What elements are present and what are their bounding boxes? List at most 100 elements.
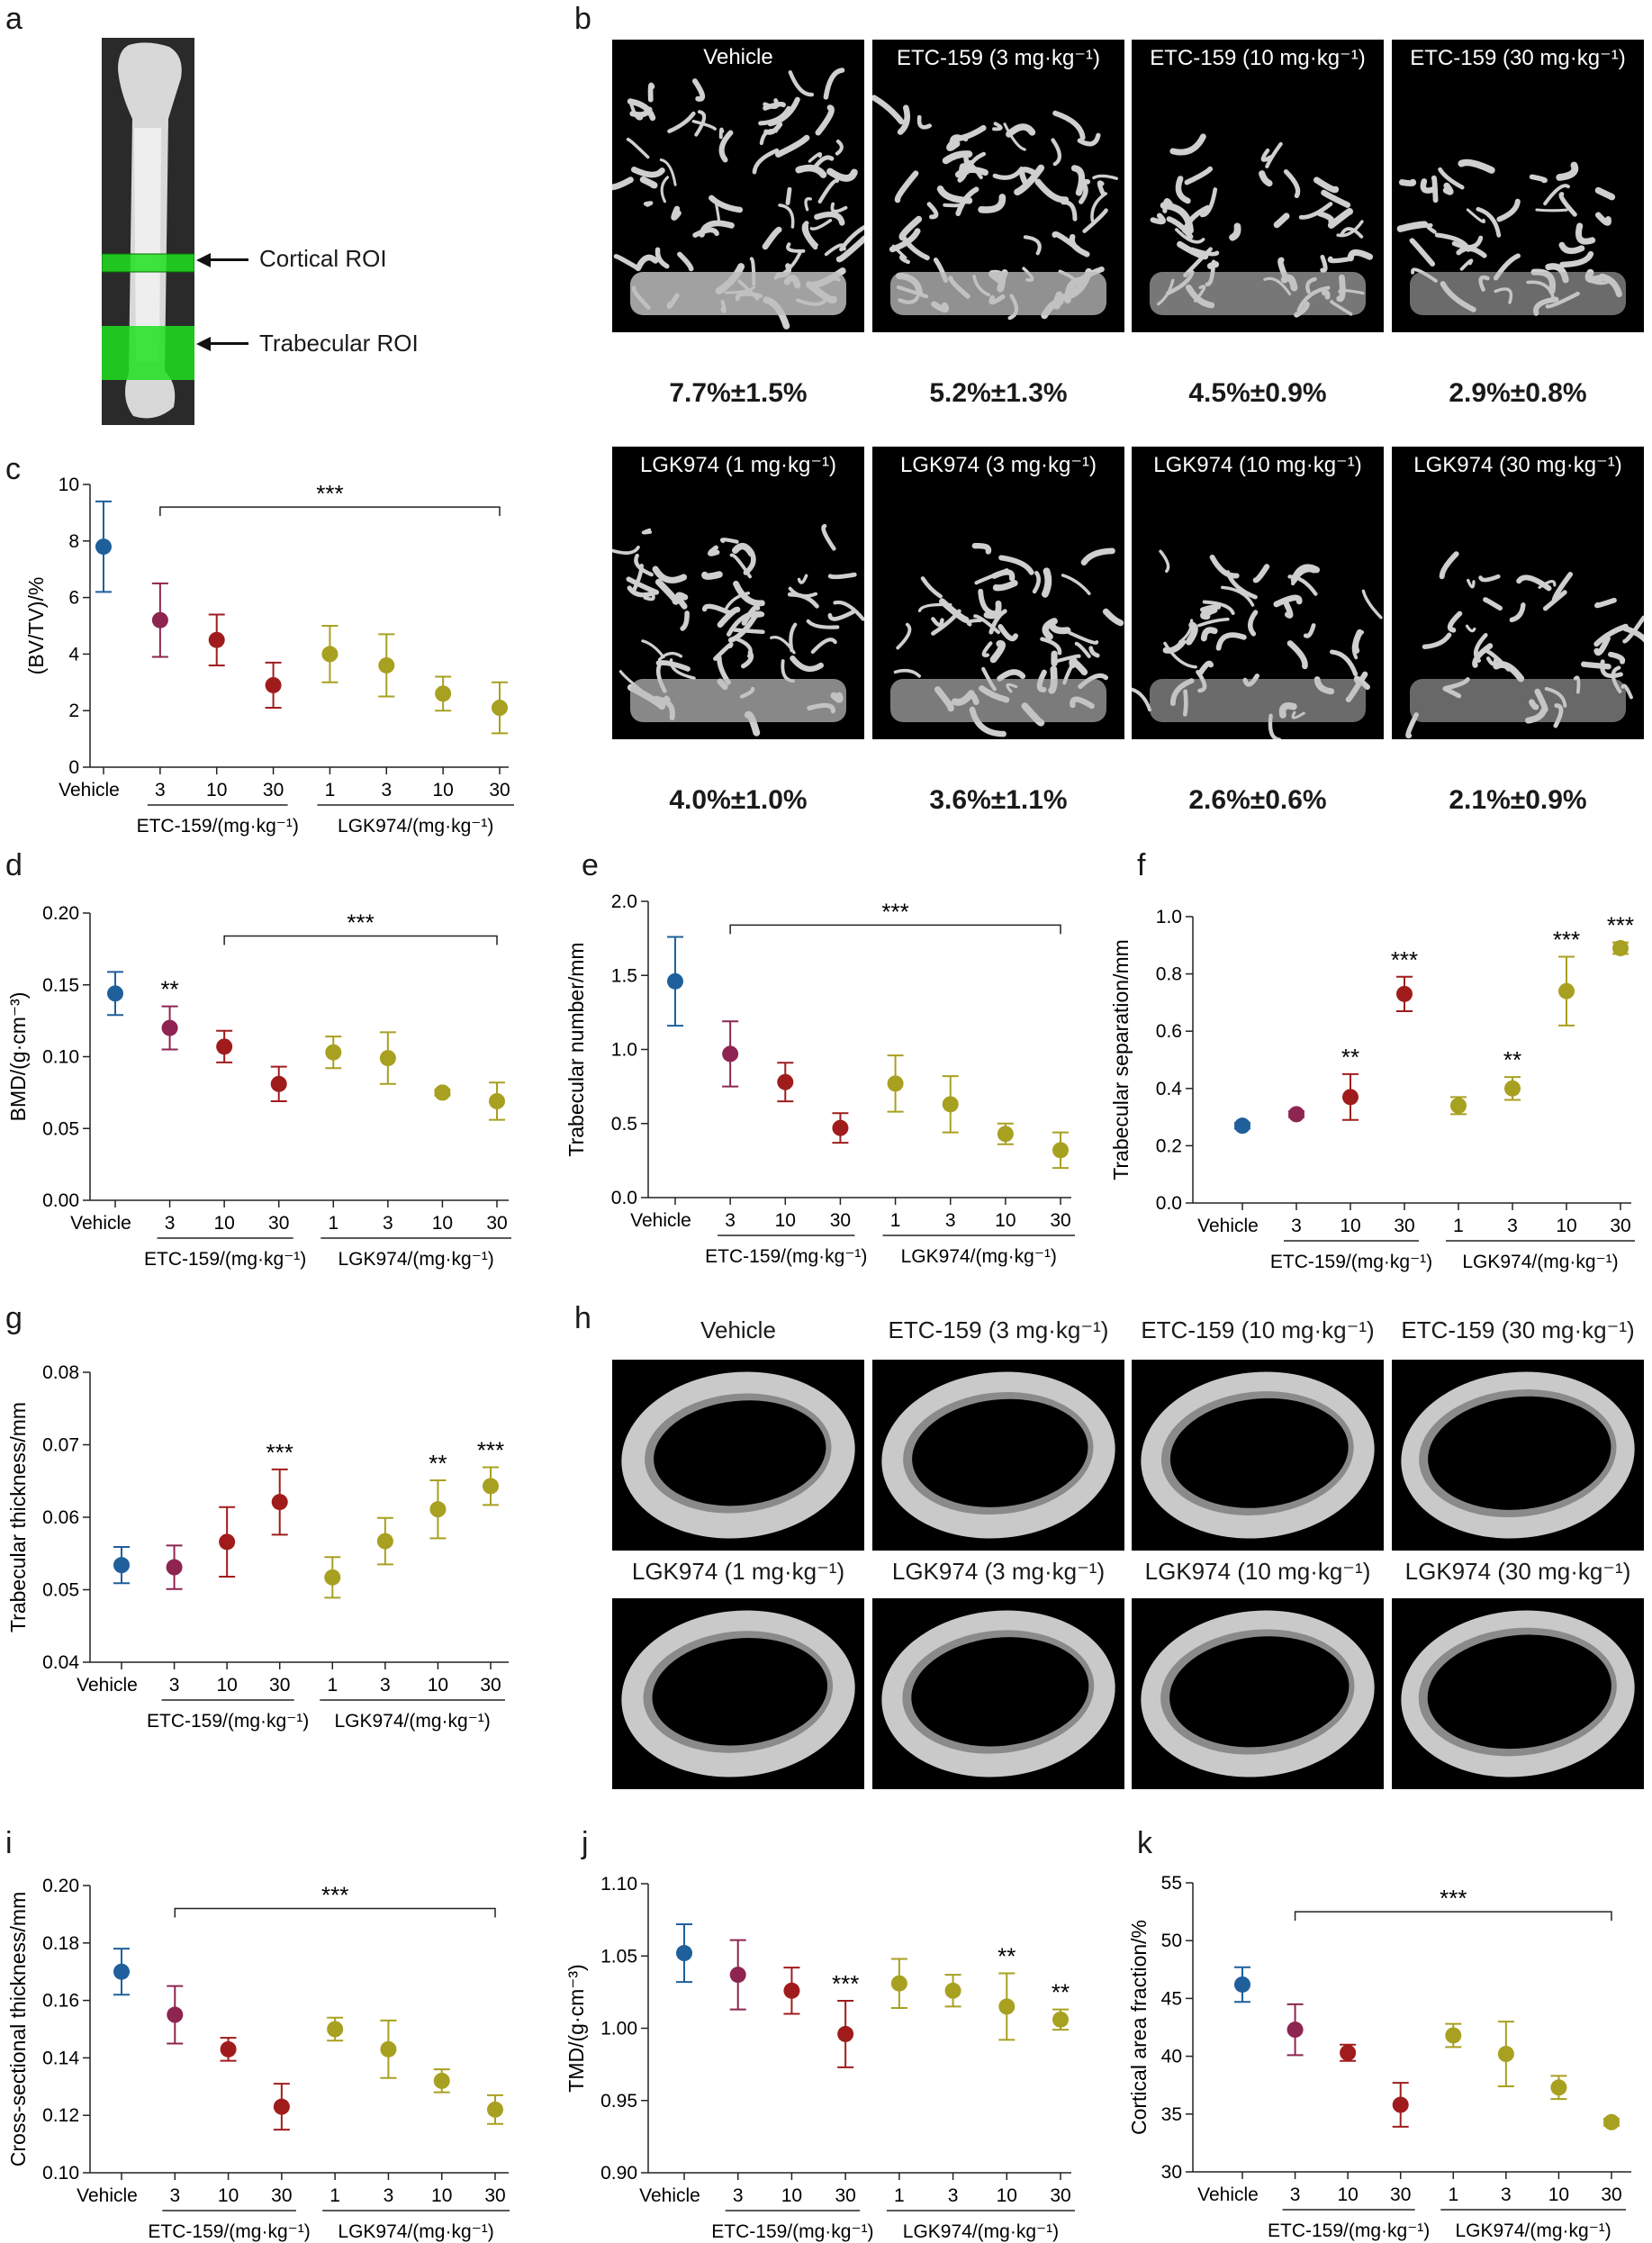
data-point (380, 2040, 397, 2058)
panel-label-g: g (5, 1301, 23, 1335)
group-label-lgk: LGK974/(mg·kg⁻¹) (338, 2221, 493, 2242)
x-tick-label: Vehicle (59, 780, 120, 800)
trabecular-tile-title: LGK974 (30 mg·kg⁻¹) (1413, 453, 1622, 477)
y-tick-label: 0.00 (42, 1190, 79, 1211)
data-point (944, 1982, 961, 1999)
x-tick-label: 30 (830, 1210, 851, 1231)
data-point (887, 1075, 904, 1092)
panel-label-j: j (582, 1826, 589, 1860)
significance-label: *** (1391, 946, 1418, 973)
x-tick-label: 10 (1337, 2184, 1358, 2205)
cortical-arrow-line (209, 258, 248, 261)
x-tick-label: 30 (480, 1675, 501, 1696)
cortical-tile-title: ETC-159 (3 mg·kg⁻¹) (888, 1316, 1109, 1343)
trabecular-render-tile: Vehicle (612, 40, 864, 332)
significance-bracket (159, 506, 501, 517)
data-point (487, 2101, 503, 2118)
data-point (95, 538, 112, 556)
data-point (997, 1126, 1014, 1143)
significance-label: *** (266, 1439, 293, 1466)
x-tick-label: 30 (1601, 2184, 1621, 2205)
data-point (1504, 1080, 1521, 1097)
y-tick-label: 8 (68, 531, 79, 552)
significance-label: ** (1052, 1979, 1070, 2006)
panel-label-f: f (1137, 848, 1146, 882)
x-tick-label: 10 (775, 1210, 796, 1231)
bvtv-value-label: 5.2%±1.3% (929, 378, 1068, 408)
data-point (1286, 2021, 1304, 2039)
cortical-section-tile (872, 1598, 1124, 1789)
data-point (1052, 1142, 1069, 1159)
data-point (890, 1975, 907, 1992)
y-tick-label: 0.06 (42, 1507, 79, 1528)
panel-label-k: k (1137, 1826, 1152, 1860)
group-label-lgk: LGK974/(mg·kg⁻¹) (901, 1246, 1057, 1267)
cortical-section-tile (612, 1360, 864, 1551)
x-tick-label: Vehicle (630, 1210, 691, 1231)
y-tick-label: 0.4 (1156, 1079, 1183, 1099)
y-tick-label: 0.12 (42, 2105, 79, 2126)
x-tick-label: 3 (165, 1213, 176, 1234)
y-tick-label: 0.20 (42, 903, 79, 924)
data-point (161, 1019, 178, 1036)
trabecular-render-tile: LGK974 (10 mg·kg⁻¹) (1132, 447, 1384, 739)
cortical-tile-title: ETC-159 (10 mg·kg⁻¹) (1141, 1316, 1375, 1343)
trabecular-render-tile: ETC-159 (30 mg·kg⁻¹) (1392, 40, 1644, 332)
data-point (1558, 982, 1575, 999)
data-point (942, 1096, 959, 1113)
y-tick-label: 0.0 (611, 1188, 637, 1208)
x-tick-label: 30 (271, 2185, 292, 2206)
x-tick-label: 1 (328, 1213, 339, 1234)
data-point (1340, 2044, 1357, 2061)
data-point (265, 676, 282, 693)
data-point (722, 1045, 739, 1063)
x-tick-label: 30 (835, 2185, 855, 2206)
x-tick-label: 3 (725, 1210, 736, 1231)
y-tick-label: 0.07 (42, 1435, 79, 1456)
y-tick-label: 0.05 (42, 1118, 79, 1139)
significance-label: *** (477, 1436, 504, 1463)
y-tick-label: 0.05 (42, 1580, 79, 1601)
y-tick-label: 1.05 (600, 1946, 637, 1967)
data-point (1288, 1106, 1304, 1123)
x-tick-label: 30 (268, 1213, 289, 1234)
x-tick-label: 1 (894, 2185, 905, 2206)
x-tick-label: 30 (1610, 1216, 1630, 1236)
y-tick-label: 2.0 (611, 891, 637, 912)
group-label-lgk: LGK974/(mg·kg⁻¹) (338, 816, 493, 837)
cortical-tile-title: Vehicle (700, 1316, 776, 1343)
group-label-etc: ETC-159/(mg·kg⁻¹) (137, 816, 299, 837)
data-point (216, 1038, 233, 1055)
group-label-etc: ETC-159/(mg·kg⁻¹) (148, 2221, 310, 2242)
y-tick-label: 1.00 (600, 2019, 637, 2040)
data-point (429, 1501, 447, 1518)
y-tick-label: 0.14 (42, 2048, 79, 2068)
significance-bracket (174, 1907, 496, 1918)
trabecular-tile-title: ETC-159 (3 mg·kg⁻¹) (896, 46, 1101, 70)
x-tick-label: 10 (1548, 2184, 1569, 2205)
cortical-tile-title: ETC-159 (30 mg·kg⁻¹) (1401, 1316, 1635, 1343)
data-point (489, 1092, 505, 1109)
data-point (1234, 1117, 1250, 1135)
data-point (777, 1073, 794, 1090)
x-tick-label: 10 (213, 1213, 234, 1234)
y-tick-label: 0.8 (1156, 964, 1182, 985)
y-tick-label: 1.0 (1156, 907, 1182, 927)
x-tick-label: 30 (1394, 1216, 1414, 1236)
data-point (220, 2040, 237, 2058)
x-tick-label: 10 (1340, 1216, 1360, 1236)
x-tick-label: 3 (155, 780, 166, 800)
cortical-tile-title: LGK974 (3 mg·kg⁻¹) (891, 1558, 1106, 1585)
x-tick-label: 10 (781, 2185, 802, 2206)
group-label-etc: ETC-159/(mg·kg⁻¹) (705, 1246, 867, 1267)
group-label-lgk: LGK974/(mg·kg⁻¹) (334, 1711, 490, 1732)
trabecular-arrow-icon (196, 337, 211, 351)
x-tick-label: 30 (1390, 2184, 1411, 2205)
significance-bracket (729, 924, 1061, 935)
y-tick-label: 0.95 (600, 2091, 637, 2112)
bracket-significance-label: *** (347, 909, 374, 936)
y-tick-label: 50 (1161, 1931, 1182, 1951)
x-tick-label: 30 (484, 2185, 505, 2206)
group-label-etc: ETC-159/(mg·kg⁻¹) (144, 1249, 306, 1270)
